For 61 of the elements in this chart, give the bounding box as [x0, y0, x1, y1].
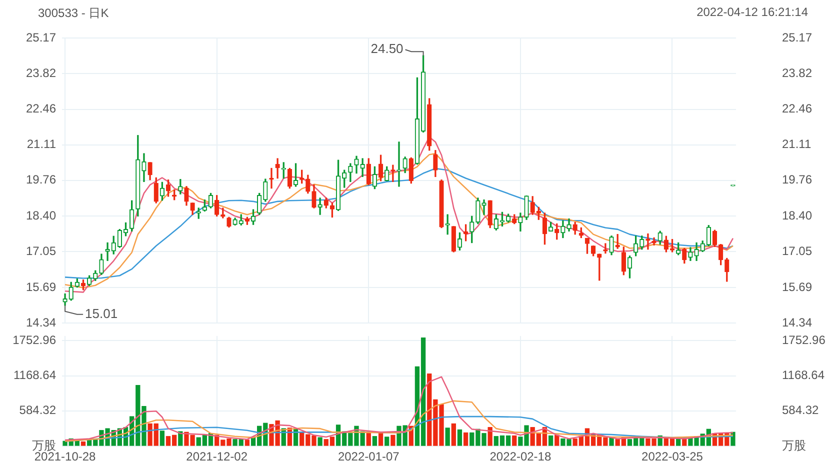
candlestick [652, 237, 656, 246]
y-tick-label: 万股 [32, 438, 56, 452]
y2-tick-label: 1752.96 [782, 332, 826, 347]
bar [390, 434, 396, 446]
text: 2022-04-12 16:21:14 [696, 5, 808, 19]
x-tick-label: 2022-01-07 [338, 450, 400, 464]
y2-tick-label: 21.11 [782, 137, 812, 152]
y2-tick-label: 23.82 [782, 66, 812, 80]
bar [488, 427, 492, 446]
bar [445, 428, 450, 446]
y2-tick-label: 18.40 [782, 208, 812, 222]
y-tick-label: 18.40 [26, 208, 56, 222]
bar [676, 438, 681, 446]
annotation: 24.50 [370, 41, 404, 56]
y-tick-label: 584.32 [19, 403, 56, 418]
y2-tick-label: 1168.64 [782, 368, 825, 382]
bar [372, 436, 378, 446]
candlestick [318, 198, 322, 215]
y2-tick-label: 万股 [782, 438, 806, 452]
x-tick-label: 2021-10-28 [34, 450, 96, 464]
x-tick-label: 2022-03-25 [642, 450, 704, 464]
bar [244, 440, 250, 446]
y2-tick-label: 584.32 [782, 403, 820, 418]
candlestick [360, 158, 365, 178]
bar [160, 430, 165, 446]
candlestick [482, 200, 486, 215]
y-tick-label: 22.46 [26, 102, 56, 116]
y-tick-label: 23.82 [26, 66, 56, 80]
bar [80, 441, 86, 446]
bar [463, 432, 468, 446]
bar [366, 433, 371, 446]
y2-tick-label: 25.17 [782, 30, 812, 44]
chart-title: 300533 - 日K [38, 5, 109, 22]
bar [554, 434, 560, 446]
y2-tick-label: 19.76 [782, 172, 812, 187]
y-tick-label: 17.05 [26, 244, 56, 258]
y2-tick-label: 14.34 [782, 315, 812, 330]
bar [318, 437, 322, 446]
bar [457, 429, 462, 446]
bar [378, 432, 384, 446]
y2-tick-label: 17.05 [782, 244, 812, 258]
y-tick-label: 1168.64 [14, 368, 56, 382]
candlestick [445, 214, 450, 235]
bar [178, 431, 183, 446]
x-tick-label: 2021-12-02 [186, 450, 248, 464]
y-tick-label: 21.11 [26, 137, 56, 152]
annotation: 15.01 [85, 306, 118, 321]
y-tick-label: 19.76 [26, 172, 56, 187]
y-tick-label: 1752.96 [12, 332, 56, 347]
x-tick-label: 2022-02-18 [490, 450, 552, 464]
candlestick [275, 158, 280, 179]
y-tick-label: 15.69 [26, 280, 56, 294]
bar [512, 435, 517, 446]
candlestick [105, 242, 110, 261]
y2-tick-label: 15.69 [782, 280, 812, 294]
y2-tick-label: 22.46 [782, 102, 812, 116]
bar [384, 436, 390, 446]
y-tick-label: 25.17 [26, 30, 56, 44]
bar [548, 435, 554, 446]
y-tick-label: 14.34 [26, 315, 56, 330]
bar [451, 423, 456, 446]
